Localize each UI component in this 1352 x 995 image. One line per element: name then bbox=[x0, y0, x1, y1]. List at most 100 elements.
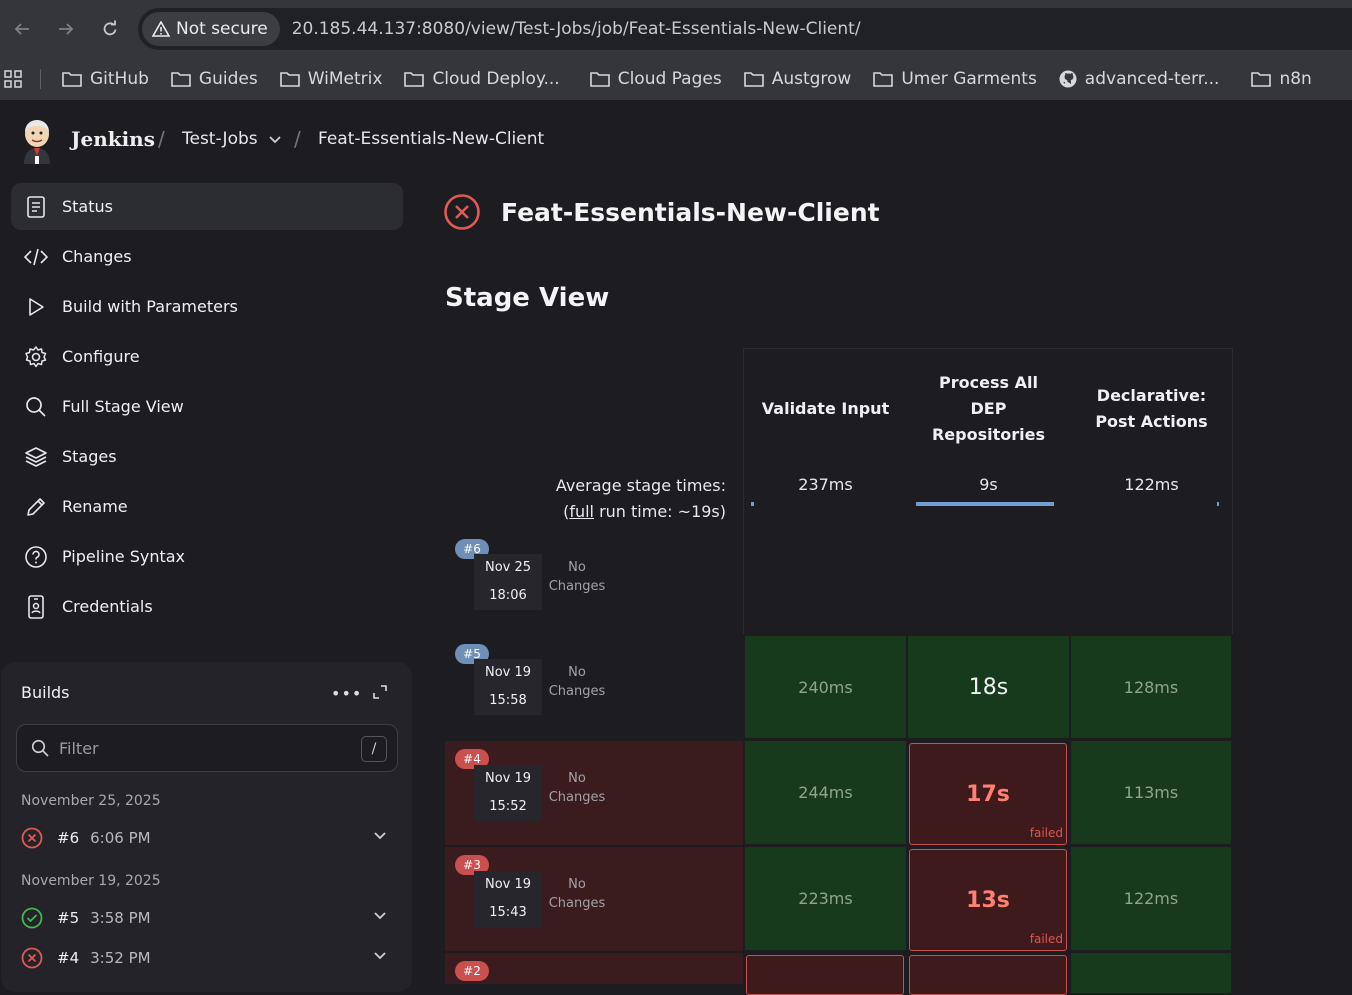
stage-cell-success[interactable]: 240ms bbox=[745, 636, 906, 738]
folder-icon bbox=[1251, 71, 1272, 87]
run-row-3: #3 Nov 19 15:43 No Changes bbox=[445, 847, 743, 951]
expand-icon[interactable] bbox=[372, 684, 388, 700]
folder-icon bbox=[279, 71, 300, 87]
full-run-link[interactable]: full bbox=[569, 502, 594, 521]
run-changes[interactable]: No Changes bbox=[548, 665, 606, 699]
builds-panel: Builds ••• Filter / November 25, 2025 #6… bbox=[1, 662, 412, 992]
arrow-left-icon bbox=[14, 22, 29, 35]
folder-icon bbox=[171, 71, 191, 87]
sidebar-item-rename[interactable]: Rename bbox=[11, 483, 403, 530]
run-changes[interactable]: No Changes bbox=[548, 771, 606, 805]
sidebar-item-pipeline-syntax[interactable]: Pipeline Syntax bbox=[11, 533, 403, 580]
breadcrumb-job[interactable]: Feat-Essentials-New-Client bbox=[318, 129, 545, 149]
github-icon bbox=[1059, 70, 1077, 87]
bookmark-umer-garments[interactable]: Umer Garments bbox=[862, 69, 1047, 89]
jenkins-header: Jenkins / Test-Jobs / Feat-Essentials-Ne… bbox=[0, 100, 1352, 180]
stage-view-title: Stage View bbox=[445, 283, 610, 313]
build-time: 3:58 PM bbox=[90, 909, 151, 927]
stage-header-validate-input: Validate Input bbox=[761, 399, 890, 418]
stage-cell-failed[interactable] bbox=[909, 955, 1067, 995]
jenkins-brand[interactable]: Jenkins bbox=[71, 127, 155, 151]
security-indicator[interactable]: Not secure bbox=[142, 12, 280, 46]
folder-icon bbox=[62, 71, 82, 87]
build-time: 6:06 PM bbox=[90, 829, 151, 847]
stage-cell-success[interactable]: 244ms bbox=[745, 741, 906, 844]
bookmark-cloud-pages[interactable]: Cloud Pages bbox=[579, 69, 733, 89]
sidebar-item-build-with-parameters[interactable]: Build with Parameters bbox=[11, 283, 403, 330]
stage-cell-success[interactable]: 122ms bbox=[1071, 847, 1231, 950]
chevron-down-icon[interactable] bbox=[373, 829, 387, 843]
run-badge[interactable]: #2 bbox=[455, 961, 489, 981]
run-changes[interactable]: No Changes bbox=[548, 560, 606, 594]
bookmark-n8n[interactable]: n8n bbox=[1240, 69, 1322, 89]
stage-cell-success[interactable]: 18s bbox=[908, 636, 1069, 738]
stage-header-post-actions: Declarative: Post Actions bbox=[1095, 386, 1208, 431]
stage-cell-success[interactable]: 113ms bbox=[1071, 741, 1231, 844]
bookmarks-divider bbox=[40, 68, 41, 89]
stage-avg-bar bbox=[916, 502, 1054, 506]
failed-status-icon bbox=[21, 947, 43, 969]
stage-cell-failed[interactable]: 13s failed bbox=[909, 849, 1067, 951]
address-bar[interactable]: Not secure 20.185.44.137:8080/view/Test-… bbox=[138, 8, 1352, 50]
bookmark-cloud-deploy[interactable]: Cloud Deploy... bbox=[393, 69, 570, 89]
build-row-4[interactable]: #4 3:52 PM bbox=[21, 944, 391, 972]
run-date-box: Nov 19 15:52 bbox=[474, 765, 542, 821]
pencil-icon bbox=[24, 495, 48, 519]
bookmark-advanced-terr[interactable]: advanced-terr... bbox=[1048, 69, 1231, 89]
builds-title: Builds bbox=[21, 683, 70, 702]
build-row-6[interactable]: #6 6:06 PM bbox=[21, 824, 391, 852]
stage-cell-success[interactable]: 128ms bbox=[1071, 636, 1231, 738]
code-icon bbox=[24, 245, 48, 269]
run-date-box: Nov 25 18:06 bbox=[474, 554, 542, 610]
sidebar-item-status[interactable]: Status bbox=[11, 183, 403, 230]
build-row-5[interactable]: #5 3:58 PM bbox=[21, 904, 391, 932]
bookmark-github[interactable]: GitHub bbox=[51, 69, 160, 89]
jenkins-logo[interactable] bbox=[19, 118, 55, 164]
back-button[interactable] bbox=[0, 0, 44, 57]
sidebar-item-configure[interactable]: Configure bbox=[11, 333, 403, 380]
breadcrumb-test-jobs[interactable]: Test-Jobs bbox=[182, 129, 258, 149]
failed-label: failed bbox=[1029, 826, 1063, 840]
gear-icon bbox=[24, 345, 48, 369]
sidebar-item-changes[interactable]: Changes bbox=[11, 233, 403, 280]
bookmark-wimetrix[interactable]: WiMetrix bbox=[269, 69, 394, 89]
bookmark-guides[interactable]: Guides bbox=[160, 69, 269, 89]
chevron-down-icon[interactable] bbox=[373, 909, 387, 923]
play-icon bbox=[24, 295, 48, 319]
sidebar-item-credentials[interactable]: Credentials bbox=[11, 583, 403, 630]
stage-avg-time: 122ms bbox=[1124, 475, 1179, 494]
builds-filter-input[interactable]: Filter / bbox=[16, 724, 398, 772]
more-options-icon[interactable]: ••• bbox=[331, 684, 363, 703]
chevron-down-icon[interactable] bbox=[268, 135, 282, 145]
run-badge[interactable]: #4 bbox=[455, 749, 489, 769]
stage-cell-success[interactable] bbox=[1071, 953, 1231, 993]
sidebar-item-full-stage-view[interactable]: Full Stage View bbox=[11, 383, 403, 430]
bookmark-austgrow[interactable]: Austgrow bbox=[733, 69, 863, 89]
run-row-6: #6 Nov 25 18:06 No Changes bbox=[445, 534, 743, 634]
stage-cell-success[interactable]: 223ms bbox=[745, 847, 906, 950]
page-title: Feat-Essentials-New-Client bbox=[501, 197, 880, 227]
folder-icon bbox=[873, 71, 894, 87]
run-row-4: #4 Nov 19 15:52 No Changes bbox=[445, 741, 743, 845]
forward-button[interactable] bbox=[44, 0, 88, 57]
build-number: #5 bbox=[57, 909, 80, 927]
chevron-down-icon[interactable] bbox=[373, 949, 387, 963]
stage-avg-time: 237ms bbox=[798, 475, 853, 494]
warning-icon bbox=[152, 21, 170, 37]
stage-cell-failed[interactable]: 17s failed bbox=[909, 743, 1067, 845]
stage-cell-failed[interactable] bbox=[746, 955, 904, 995]
reload-button[interactable] bbox=[88, 0, 132, 57]
sidebar: Status Changes Build with Parameters Con… bbox=[11, 183, 403, 633]
layers-icon bbox=[24, 445, 48, 469]
sidebar-item-stages[interactable]: Stages bbox=[11, 433, 403, 480]
success-status-icon bbox=[21, 907, 43, 929]
help-icon bbox=[24, 545, 48, 569]
run-changes[interactable]: No Changes bbox=[548, 877, 606, 911]
reload-icon bbox=[103, 20, 117, 35]
failed-label: failed bbox=[1029, 932, 1063, 946]
apps-icon[interactable] bbox=[0, 69, 26, 88]
breadcrumb-separator: / bbox=[158, 127, 165, 151]
run-badge[interactable]: #3 bbox=[455, 855, 489, 875]
url-text[interactable]: 20.185.44.137:8080/view/Test-Jobs/job/Fe… bbox=[291, 19, 861, 39]
credentials-icon bbox=[24, 594, 48, 619]
